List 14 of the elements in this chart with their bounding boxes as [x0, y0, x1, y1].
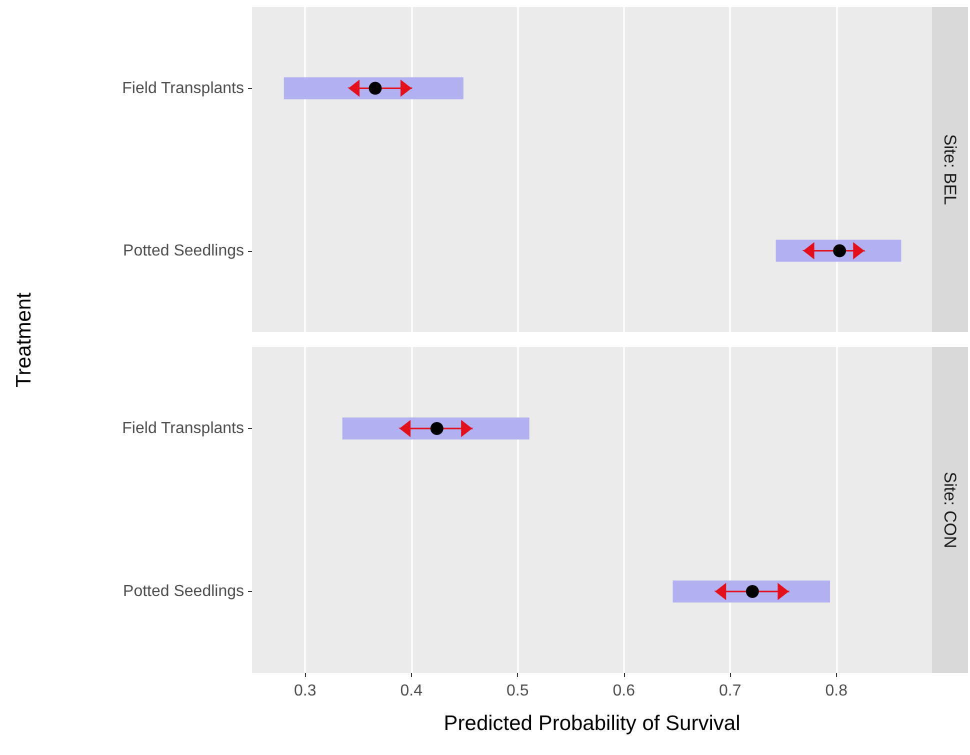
y-tick-label: Potted Seedlings	[123, 242, 244, 260]
x-tick-label: 0.3	[294, 682, 316, 700]
x-tick-label: 0.8	[825, 682, 848, 700]
y-axis-title: Treatment	[12, 292, 36, 388]
text: Site: CON	[940, 472, 960, 548]
text: Site: BEL	[940, 134, 960, 205]
x-tick-label: 0.5	[506, 682, 529, 700]
x-tick-label: 0.4	[400, 682, 423, 700]
x-axis-title: Predicted Probability of Survival	[444, 712, 740, 735]
x-tick-label: 0.6	[612, 682, 636, 700]
y-tick-label: Field Transplants	[122, 420, 244, 437]
y-tick-label: Potted Seedlings	[123, 583, 244, 600]
x-tick-label: 0.7	[719, 682, 742, 700]
y-tick-label: Field Transplants	[122, 80, 244, 97]
